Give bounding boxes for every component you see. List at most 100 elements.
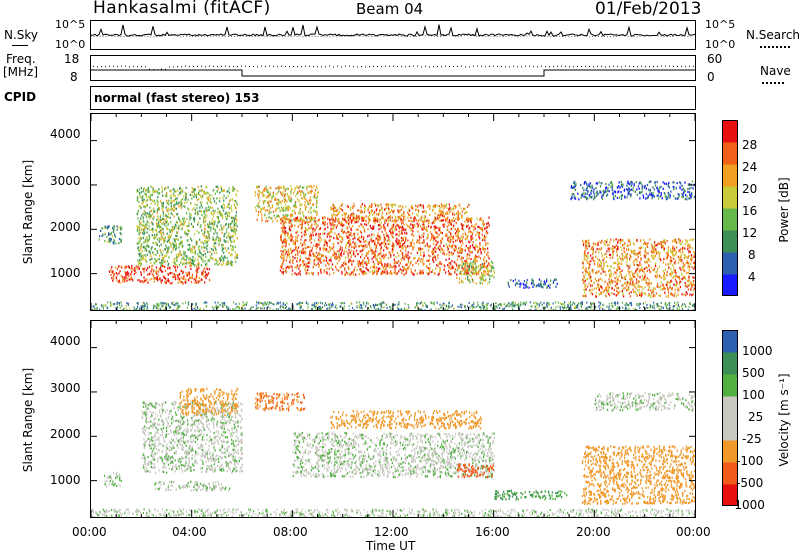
scatter-cell	[175, 220, 178, 224]
scatter-cell	[334, 214, 336, 217]
scatter-cell	[485, 242, 487, 245]
noise-cell	[511, 306, 513, 308]
scatter-cell	[302, 218, 304, 221]
scatter-cell	[301, 186, 304, 189]
noise-cell	[425, 306, 427, 308]
scatter-cell	[152, 274, 155, 277]
scatter-cell	[305, 233, 307, 236]
scatter-cell	[123, 280, 126, 283]
scatter-cell	[158, 237, 160, 240]
nave-dot	[245, 65, 246, 67]
scatter-cell	[398, 239, 401, 242]
noise-cell	[443, 303, 445, 306]
noise-cell	[408, 306, 410, 309]
scatter-cell	[384, 221, 386, 224]
scatter-cell	[263, 187, 266, 190]
scatter-cell	[372, 225, 374, 228]
scatter-cell	[206, 210, 208, 213]
scatter-cell	[460, 235, 462, 238]
scatter-cell	[421, 228, 423, 231]
scatter-cell	[470, 258, 472, 261]
scatter-cell	[361, 244, 363, 247]
scatter-cell	[281, 271, 283, 274]
scatter-cell	[228, 187, 230, 190]
scatter-cell	[192, 258, 194, 261]
scatter-cell	[227, 195, 229, 198]
scatter-cell	[267, 194, 269, 197]
noise-cell	[267, 305, 269, 308]
noise-cell	[226, 306, 228, 309]
scatter-cell	[146, 241, 148, 244]
scatter-cell	[167, 236, 169, 239]
scatter-cell	[223, 206, 226, 209]
scatter-cell	[210, 226, 212, 229]
scatter-cell	[476, 255, 478, 259]
nave-dot	[461, 65, 462, 67]
scatter-cell	[467, 234, 469, 238]
scatter-cell	[297, 192, 299, 195]
scatter-cell	[205, 274, 207, 277]
noise-cell	[382, 301, 384, 304]
scatter-cell	[455, 205, 457, 208]
scatter-cell	[384, 238, 386, 241]
scatter-cell	[453, 213, 456, 216]
scatter-cell	[145, 226, 147, 229]
noise-cell	[436, 301, 438, 304]
scatter-cell	[138, 192, 141, 195]
scatter-cell	[296, 237, 298, 240]
scatter-cell	[469, 219, 472, 222]
scatter-cell	[180, 269, 182, 272]
scatter-cell	[221, 206, 224, 209]
scatter-cell	[201, 201, 203, 204]
scatter-cell	[139, 264, 142, 267]
scatter-cell	[424, 244, 426, 247]
noise-cell	[166, 302, 168, 305]
scatter-cell	[186, 225, 188, 228]
scatter-cell	[167, 251, 169, 254]
scatter-cell	[483, 256, 486, 259]
scatter-cell	[162, 214, 165, 217]
scatter-cell	[367, 252, 369, 255]
nave-dot	[449, 66, 450, 67]
noise-cell	[646, 306, 648, 309]
scatter-cell	[466, 217, 468, 220]
scatter-cell	[375, 258, 377, 261]
scatter-cell	[307, 223, 309, 226]
scatter-cell	[407, 225, 409, 228]
scatter-cell	[288, 253, 291, 256]
scatter-cell	[481, 227, 483, 230]
scatter-cell	[217, 216, 219, 219]
scatter-cell	[187, 224, 189, 228]
scatter-cell	[420, 253, 422, 256]
scatter-cell	[173, 264, 175, 268]
scatter-cell	[392, 248, 395, 251]
noise-cell	[653, 307, 655, 310]
scatter-cell	[175, 213, 178, 216]
scatter-cell	[201, 245, 203, 248]
scatter-cell	[151, 268, 153, 271]
noise-cell	[279, 301, 281, 304]
nave-dot	[193, 66, 194, 67]
scatter-cell	[474, 224, 476, 227]
scatter-cell	[357, 209, 359, 212]
noise-cell	[381, 302, 383, 305]
scatter-cell	[214, 263, 216, 266]
scatter-cell	[367, 242, 369, 245]
nave-dot	[229, 66, 230, 68]
scatter-cell	[137, 246, 139, 249]
scatter-cell	[349, 272, 351, 276]
scatter-cell	[290, 213, 292, 216]
scatter-cell	[270, 211, 272, 214]
scatter-cell	[299, 216, 301, 219]
noise-cell	[215, 304, 217, 307]
noise-cell	[196, 306, 199, 309]
scatter-cell	[291, 259, 294, 262]
scatter-cell	[404, 273, 406, 276]
scatter-cell	[164, 265, 166, 268]
scatter-cell	[149, 272, 151, 275]
scatter-cell	[166, 202, 168, 205]
scatter-cell	[142, 257, 144, 260]
scatter-cell	[454, 268, 456, 271]
scatter-cell	[223, 225, 225, 228]
scatter-cell	[286, 214, 289, 217]
